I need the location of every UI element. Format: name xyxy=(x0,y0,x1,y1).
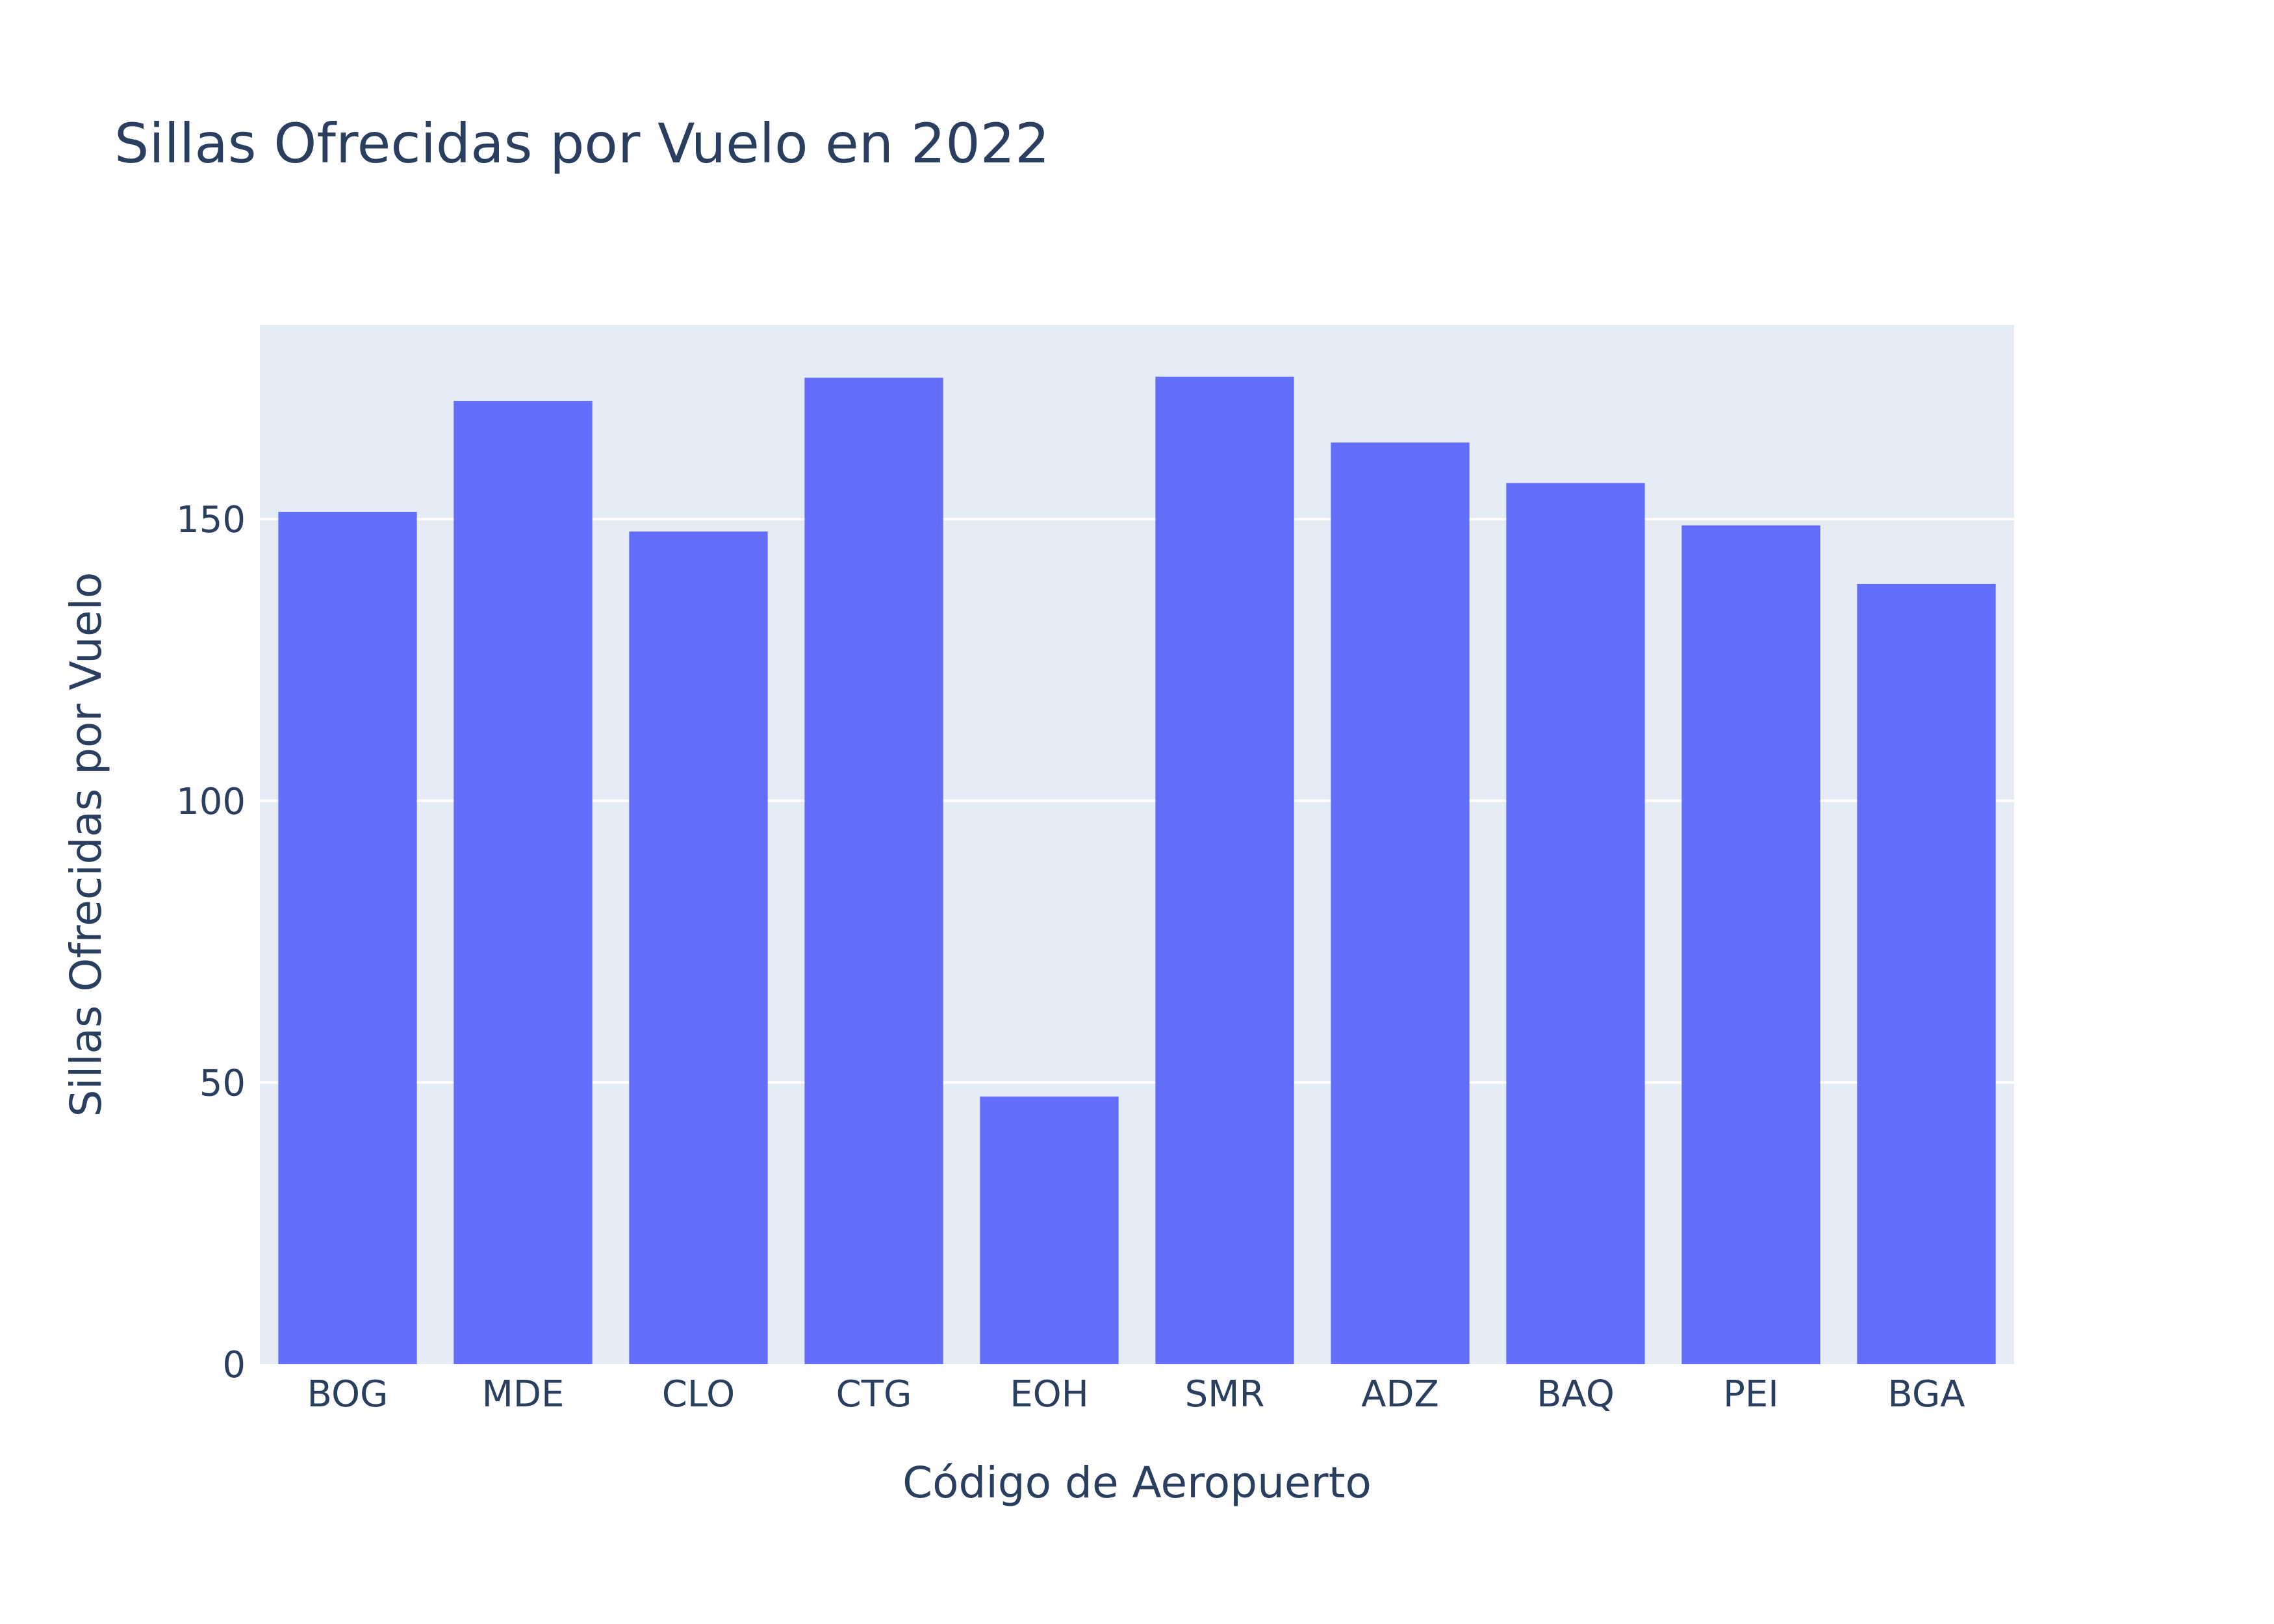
x-tick-label-bga: BGA xyxy=(1887,1373,1965,1415)
x-tick-label-pei: PEI xyxy=(1723,1373,1779,1415)
bar-bog[interactable] xyxy=(278,511,417,1364)
bar-ctg[interactable] xyxy=(804,377,943,1365)
x-tick-label-eoh: EOH xyxy=(1010,1373,1089,1415)
y-tick-label: 100 xyxy=(176,781,246,823)
y-axis-ticks: 0 50 100 150 xyxy=(176,499,246,1386)
bar-bga[interactable] xyxy=(1857,583,1996,1364)
chart-title: Sillas Ofrecidas por Vuelo en 2022 xyxy=(114,112,1050,175)
x-tick-label-ctg: CTG xyxy=(836,1373,912,1415)
y-tick-label: 0 xyxy=(222,1344,246,1386)
x-tick-label-mde: MDE xyxy=(482,1373,565,1415)
y-tick-label: 50 xyxy=(199,1062,246,1104)
bar-baq[interactable] xyxy=(1506,483,1645,1365)
x-tick-label-bog: BOG xyxy=(307,1373,389,1415)
y-tick-label: 150 xyxy=(176,499,246,541)
x-tick-label-baq: BAQ xyxy=(1537,1373,1615,1415)
x-tick-label-clo: CLO xyxy=(662,1373,735,1415)
bar-smr[interactable] xyxy=(1155,376,1294,1364)
bars xyxy=(278,376,1996,1365)
x-tick-label-adz: ADZ xyxy=(1361,1373,1439,1415)
bar-eoh[interactable] xyxy=(980,1097,1119,1364)
bar-clo[interactable] xyxy=(629,531,768,1364)
x-tick-label-smr: SMR xyxy=(1185,1373,1265,1415)
y-axis-title: Sillas Ofrecidas por Vuelo xyxy=(61,572,111,1117)
x-axis-ticks: BOG MDE CLO CTG EOH SMR ADZ BAQ PEI BGA xyxy=(307,1373,1965,1415)
bar-pei[interactable] xyxy=(1681,525,1820,1364)
bar-adz[interactable] xyxy=(1331,442,1470,1364)
bar-mde[interactable] xyxy=(454,401,593,1364)
x-axis-title: Código de Aeropuerto xyxy=(902,1458,1372,1508)
